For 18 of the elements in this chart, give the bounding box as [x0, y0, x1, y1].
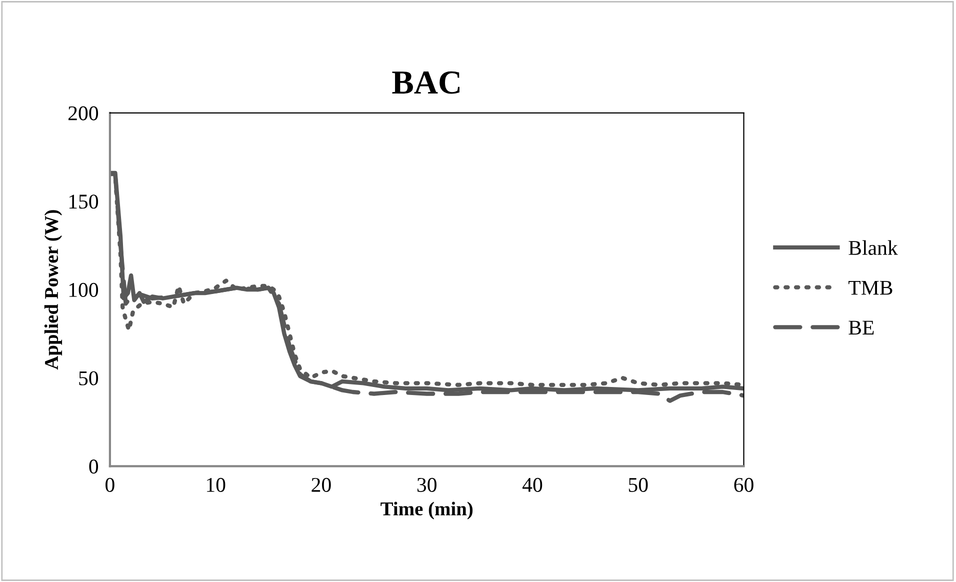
x-tick-label: 30 — [417, 478, 436, 492]
y-tick-label: 150 — [69, 194, 98, 209]
x-tick-label: 40 — [522, 478, 542, 492]
y-axis-title: Applied Power (W) — [44, 210, 62, 370]
legend-label: TMB — [848, 280, 892, 295]
x-tick-label: 60 — [734, 478, 754, 492]
y-tick-label: 100 — [69, 282, 98, 297]
x-tick-label: 10 — [206, 478, 226, 492]
x-axis-title: Time (min) — [380, 502, 473, 520]
x-tick-label: 50 — [628, 478, 648, 492]
y-tick-label: 50 — [79, 371, 98, 386]
x-tick-label: 0 — [106, 478, 114, 492]
chart-title: BAC — [392, 71, 460, 94]
y-tick-label: 0 — [89, 460, 98, 474]
x-tick-label: 20 — [312, 478, 331, 492]
legend-label: Blank — [848, 240, 898, 255]
legend-label: BE — [848, 320, 874, 335]
y-tick-label: 200 — [68, 106, 98, 120]
